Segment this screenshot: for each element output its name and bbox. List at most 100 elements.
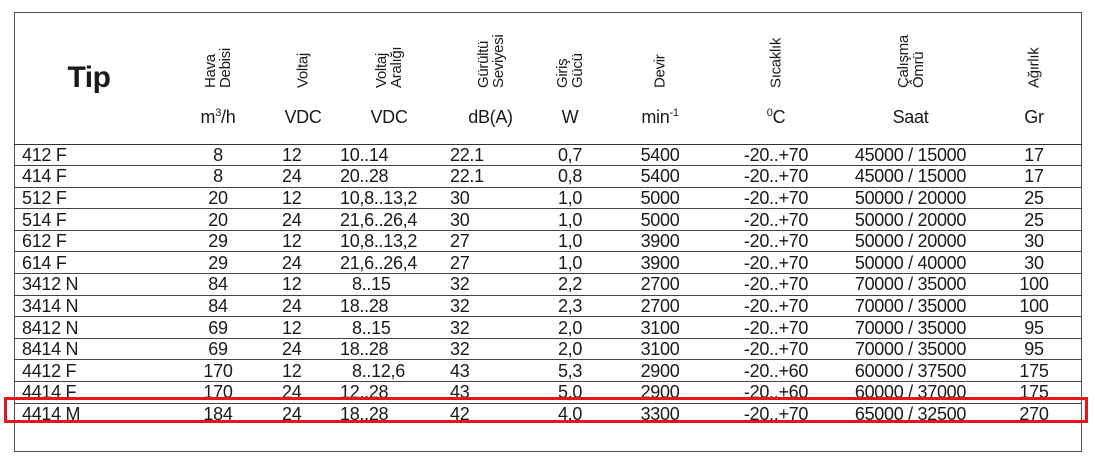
cell-gurultu: 22.1 <box>444 143 537 166</box>
cell-voltaj-araligi: 8..15 <box>334 273 444 296</box>
cell-calisma-omru: 50000 / 40000 <box>835 251 986 274</box>
cell-voltaj: 12 <box>272 229 334 252</box>
cell-agirlik: 95 <box>986 337 1082 360</box>
cell-voltaj: 24 <box>272 251 334 274</box>
header-unit-row: m3/h VDC VDC dB(A) W min-1 0C Saat Gr <box>14 98 1082 144</box>
cell-calisma-omru: 70000 / 35000 <box>835 273 986 296</box>
cell-voltaj-araligi: 18..28 <box>334 294 444 317</box>
table-row: 4414 M 184 24 18..28 42 4,0 3300 -20..+70 65000 … <box>14 402 1082 425</box>
cell-gurultu: 30 <box>444 186 537 209</box>
cell-voltaj: 24 <box>272 337 334 360</box>
cell-agirlik: 17 <box>986 165 1082 188</box>
table-row: 4412 F 170 12 8..12,6 43 5,3 2900 -20..+60 60000… <box>14 359 1082 382</box>
cell-devir: 3300 <box>603 402 717 425</box>
cell-sicaklik: -20..+70 <box>717 208 835 231</box>
cell-devir: 3100 <box>603 337 717 360</box>
cell-voltaj-araligi: 10..14 <box>334 143 444 166</box>
table-row: 4414 F 170 24 12..28 43 5,0 2900 -20..+60 60000 … <box>14 381 1082 404</box>
cell-voltaj: 12 <box>272 186 334 209</box>
cell-devir: 2900 <box>603 381 717 404</box>
cell-hava-debisi: 69 <box>164 337 272 360</box>
table-row: 3412 N 84 12 8..15 32 2,2 2700 -20..+70 70000 / … <box>14 273 1082 296</box>
header-line: Debisi <box>217 48 234 88</box>
cell-giris-gucu: 2,2 <box>537 273 603 296</box>
header-line: Sıcaklık <box>767 37 785 88</box>
cell-agirlik: 25 <box>986 208 1082 231</box>
cell-tip: 8412 N <box>14 316 164 339</box>
cell-voltaj-araligi: 18..28 <box>334 402 444 425</box>
header-calisma-omru: Çalışma Ömrü <box>835 12 986 98</box>
cell-devir: 3100 <box>603 316 717 339</box>
cell-giris-gucu: 1,0 <box>537 229 603 252</box>
table-row: 512 F 20 12 10,8..13,2 30 1,0 5000 -20..+70 5000… <box>14 186 1082 209</box>
cell-hava-debisi: 184 <box>164 402 272 425</box>
table-row: 8412 N 69 12 8..15 32 2,0 3100 -20..+70 70000 / … <box>14 316 1082 339</box>
cell-calisma-omru: 70000 / 35000 <box>835 316 986 339</box>
header-line: Aralığı <box>388 46 405 88</box>
cell-giris-gucu: 2,0 <box>537 316 603 339</box>
unit-voltaj: VDC <box>284 107 322 128</box>
unit-tail: C <box>772 107 786 128</box>
cell-calisma-omru: 65000 / 32500 <box>835 402 986 425</box>
cell-voltaj: 24 <box>272 208 334 231</box>
cell-sicaklik: -20..+70 <box>717 294 835 317</box>
header-tip: Tip <box>67 60 111 94</box>
cell-hava-debisi: 20 <box>164 186 272 209</box>
header-line: Seviyesi <box>489 34 507 88</box>
cell-tip: 4414 F <box>14 381 164 404</box>
header-devir: Devir <box>603 12 717 98</box>
cell-voltaj-araligi: 10,8..13,2 <box>334 229 444 252</box>
unit-sup: 3 <box>215 107 222 120</box>
cell-giris-gucu: 5,3 <box>537 359 603 382</box>
cell-hava-debisi: 8 <box>164 165 272 188</box>
cell-voltaj-araligi: 21,6..26,4 <box>334 251 444 274</box>
cell-calisma-omru: 60000 / 37000 <box>835 381 986 404</box>
header-line: Voltaj <box>294 53 312 88</box>
cell-voltaj-araligi: 18..28 <box>334 337 444 360</box>
cell-tip: 514 F <box>14 208 164 231</box>
header-giris-gucu: Giriş Gücü <box>537 12 603 98</box>
cell-hava-debisi: 20 <box>164 208 272 231</box>
cell-sicaklik: -20..+70 <box>717 251 835 274</box>
header-gurultu-seviyesi: Gürültü Seviyesi <box>444 12 537 98</box>
cell-agirlik: 25 <box>986 186 1082 209</box>
unit-base: m <box>200 107 216 128</box>
header-line: Gücü <box>569 53 586 88</box>
cell-voltaj-araligi: 12..28 <box>334 381 444 404</box>
cell-hava-debisi: 69 <box>164 316 272 339</box>
cell-voltaj: 24 <box>272 381 334 404</box>
cell-tip: 3412 N <box>14 273 164 296</box>
cell-tip: 4412 F <box>14 359 164 382</box>
table-row: 612 F 29 12 10,8..13,2 27 1,0 3900 -20..+70 5000… <box>14 229 1082 252</box>
cell-calisma-omru: 45000 / 15000 <box>835 143 986 166</box>
cell-agirlik: 270 <box>986 402 1082 425</box>
cell-hava-debisi: 29 <box>164 251 272 274</box>
unit-sup: 0 <box>766 107 773 120</box>
cell-devir: 3900 <box>603 229 717 252</box>
cell-voltaj: 12 <box>272 316 334 339</box>
cell-agirlik: 100 <box>986 273 1082 296</box>
cell-voltaj: 24 <box>272 165 334 188</box>
table-row: 414 F 8 24 20..28 22.1 0,8 5400 -20..+70 45000 /… <box>14 165 1082 188</box>
cell-sicaklik: -20..+70 <box>717 186 835 209</box>
cell-tip: 4414 M <box>14 402 164 425</box>
cell-devir: 5400 <box>603 143 717 166</box>
cell-devir: 5000 <box>603 186 717 209</box>
header-sicaklik: Sıcaklık <box>717 12 835 98</box>
header-agirlik: Ağırlık <box>986 12 1082 98</box>
cell-sicaklik: -20..+60 <box>717 359 835 382</box>
cell-agirlik: 175 <box>986 359 1082 382</box>
cell-sicaklik: -20..+60 <box>717 381 835 404</box>
cell-gurultu: 32 <box>444 337 537 360</box>
cell-calisma-omru: 50000 / 20000 <box>835 208 986 231</box>
cell-calisma-omru: 70000 / 35000 <box>835 294 986 317</box>
cell-voltaj: 12 <box>272 273 334 296</box>
unit-tail: /h <box>221 107 236 128</box>
cell-voltaj-araligi: 21,6..26,4 <box>334 208 444 231</box>
cell-giris-gucu: 1,0 <box>537 186 603 209</box>
cell-agirlik: 30 <box>986 251 1082 274</box>
cell-sicaklik: -20..+70 <box>717 273 835 296</box>
table-row: 412 F 8 12 10..14 22.1 0,7 5400 -20..+70 45000 /… <box>14 143 1082 166</box>
fan-spec-table: Tip Hava Debisi Voltaj Voltaj Aralığı Gürü… <box>14 12 1082 425</box>
cell-tip: 3414 N <box>14 294 164 317</box>
